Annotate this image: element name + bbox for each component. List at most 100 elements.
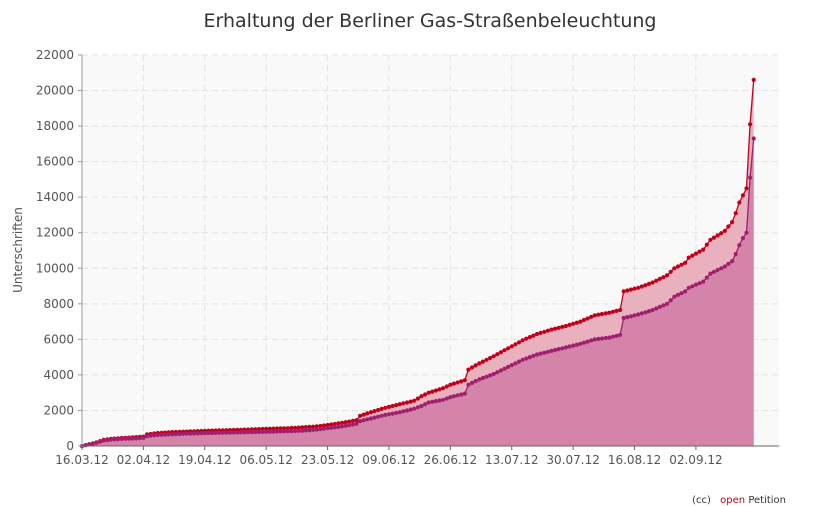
series-2-point	[267, 429, 272, 434]
series-2-point	[148, 433, 153, 438]
series-1-point	[448, 382, 453, 387]
series-1-point	[376, 407, 381, 413]
series-1-point	[293, 425, 298, 430]
series-2-point	[116, 437, 121, 442]
series-2-point	[329, 425, 334, 430]
series-2-point	[509, 363, 514, 368]
series-2-point	[220, 430, 225, 435]
series-2-point	[701, 279, 706, 284]
series-1-point	[715, 233, 720, 238]
series-2-point	[419, 403, 424, 409]
series-1-point	[578, 319, 583, 324]
series-2-point	[278, 429, 283, 434]
series-2-point	[177, 431, 182, 437]
series-2-point	[441, 397, 446, 402]
series-2-point	[488, 373, 493, 378]
series-1-point	[643, 283, 648, 288]
series-1-point	[610, 309, 616, 314]
series-1-point	[534, 331, 540, 337]
series-1-point	[285, 426, 290, 431]
series-2-point	[668, 298, 673, 303]
series-1-point	[701, 247, 706, 252]
series-1-point	[708, 237, 713, 242]
series-1-point	[599, 311, 605, 317]
series-2-point	[321, 426, 327, 431]
series-2-point	[748, 175, 753, 180]
series-1-point	[321, 423, 327, 428]
series-2-point	[246, 430, 251, 435]
x-tick-label: 16.03.12	[55, 453, 108, 467]
y-tick-label: 12000	[36, 226, 74, 240]
x-tick-label: 13.07.12	[485, 453, 538, 467]
y-tick-label: 0	[66, 439, 74, 453]
series-1-point	[307, 424, 312, 429]
series-2-point	[448, 395, 453, 400]
series-2-point	[285, 429, 290, 434]
x-tick-label: 16.08.12	[608, 453, 661, 467]
x-tick-label: 23.05.12	[301, 453, 354, 467]
series-2-point	[462, 391, 467, 396]
series-1-point	[260, 426, 265, 432]
series-2-point	[332, 425, 337, 430]
series-2-point	[264, 429, 269, 434]
series-2-point	[126, 436, 131, 441]
series-1-point	[744, 186, 749, 191]
series-2-point	[466, 382, 471, 387]
series-1-point	[542, 329, 547, 334]
series-2-point	[119, 436, 124, 441]
series-2-point	[339, 424, 345, 429]
series-2-point	[347, 423, 352, 428]
series-2-point	[404, 408, 410, 413]
series-2-point	[730, 259, 735, 264]
series-1-point	[751, 77, 756, 82]
series-2-point	[289, 429, 294, 434]
series-1-point	[675, 264, 681, 269]
series-1-point	[730, 220, 735, 225]
series-1-point	[455, 380, 460, 385]
series-2-point	[610, 334, 616, 339]
series-2-point	[585, 339, 590, 344]
series-2-point	[690, 284, 695, 289]
series-1-point	[545, 328, 551, 333]
series-2-point	[282, 429, 287, 434]
series-2-point	[578, 341, 583, 346]
series-2-point	[646, 309, 652, 314]
series-2-point	[242, 430, 247, 435]
series-2-point	[401, 409, 406, 414]
series-2-point	[173, 432, 178, 437]
series-1-point	[318, 423, 323, 429]
series-2-point	[271, 429, 276, 434]
series-1-point	[690, 253, 695, 258]
series-2-point	[376, 414, 381, 419]
series-2-point	[542, 350, 547, 355]
series-2-point	[480, 375, 485, 381]
series-1-point	[473, 363, 478, 368]
series-2-point	[636, 312, 641, 317]
series-2-point	[209, 430, 215, 436]
series-2-point	[325, 426, 330, 431]
y-axis-label: Unterschriften	[11, 207, 25, 293]
series-2-point	[94, 440, 99, 445]
series-2-point	[274, 429, 280, 434]
series-2-point	[181, 431, 186, 436]
series-2-point	[87, 442, 92, 447]
series-1-point	[571, 321, 576, 326]
series-1-point	[354, 418, 359, 423]
series-2-point	[314, 427, 319, 432]
series-2-point	[296, 428, 301, 433]
series-2-point	[235, 430, 240, 435]
series-2-point	[423, 402, 428, 407]
series-1-point	[553, 326, 558, 331]
series-1-point	[520, 338, 525, 343]
series-2-point	[365, 417, 370, 422]
series-2-point	[108, 437, 113, 442]
series-2-point	[708, 271, 713, 276]
series-2-point	[751, 136, 756, 141]
series-2-point	[155, 432, 160, 438]
series-2-point	[238, 430, 243, 435]
series-2-point	[249, 430, 254, 435]
series-2-point	[618, 332, 623, 337]
series-2-point	[520, 357, 525, 362]
series-markers	[79, 77, 756, 449]
series-1-point	[596, 312, 601, 317]
